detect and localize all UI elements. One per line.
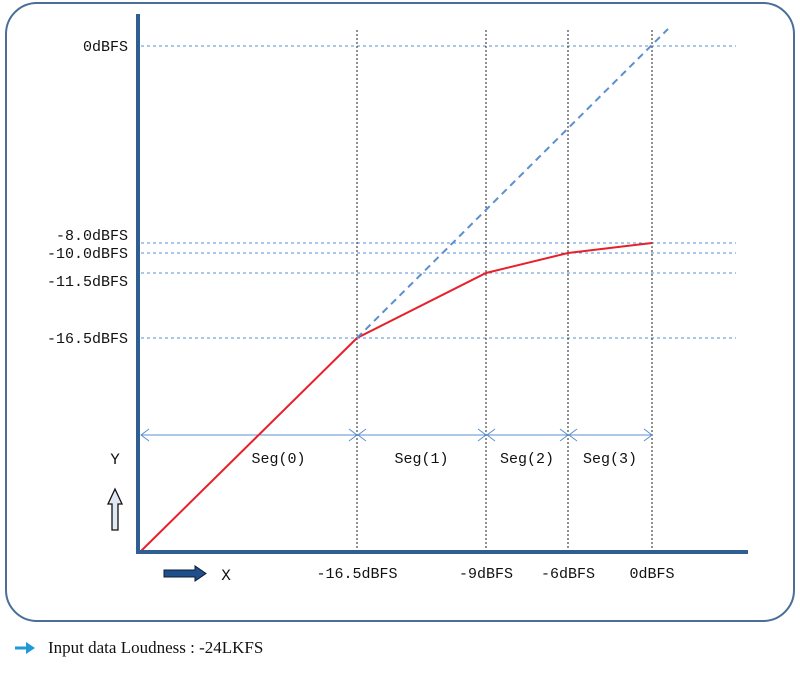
loudness-chart: Seg(0) Seg(1) Seg(2) Seg(3) 0dBFS -8.0dBFS-10… (47, 14, 748, 585)
segment-arrowhead-right-2 (559, 428, 569, 442)
footnote-text: Input data Loudness : -24LKFS (48, 638, 264, 657)
y-axis-label: Y (110, 451, 120, 469)
x-tick-label-0: -16.5dBFS (316, 566, 397, 583)
chart-frame (5, 2, 795, 622)
segment-arrowhead-left-1 (357, 428, 367, 442)
x-tick-label-1: -9dBFS (459, 566, 513, 583)
segment-arrowhead-left-2 (486, 428, 496, 442)
y-tick-label-0: 0dBFS (83, 39, 128, 56)
up-arrow-icon (106, 487, 124, 531)
right-arrow-icon (15, 642, 35, 654)
segment-label-2: Seg(2) (500, 451, 554, 468)
segment-arrowhead-left-0 (140, 428, 150, 442)
x-tick-label-3: 0dBFS (629, 566, 674, 583)
segment-arrowhead-right-3 (643, 428, 653, 442)
footnote: Input data Loudness : -24LKFS (14, 636, 263, 660)
y-tick-label-1: -8.0dBFS (56, 228, 128, 245)
y-tick-label-4: -16.5dBFS (47, 331, 128, 348)
output-curve-line (139, 242, 653, 553)
segment-arrowhead-right-1 (477, 428, 487, 442)
segment-arrowhead-right-0 (348, 428, 358, 442)
y-tick-label-3: -11.5dBFS (47, 274, 128, 291)
segment-label-0: Seg(0) (251, 451, 305, 468)
segment-label-3: Seg(3) (583, 451, 637, 468)
segment-label-1: Seg(1) (394, 451, 448, 468)
x-axis-label: X (221, 567, 231, 585)
right-arrow-icon (163, 565, 207, 582)
y-tick-label-2: -10.0dBFS (47, 246, 128, 263)
x-tick-label-2: -6dBFS (541, 566, 595, 583)
reference-dashed-line (356, 28, 669, 339)
segment-arrowhead-left-3 (568, 428, 578, 442)
